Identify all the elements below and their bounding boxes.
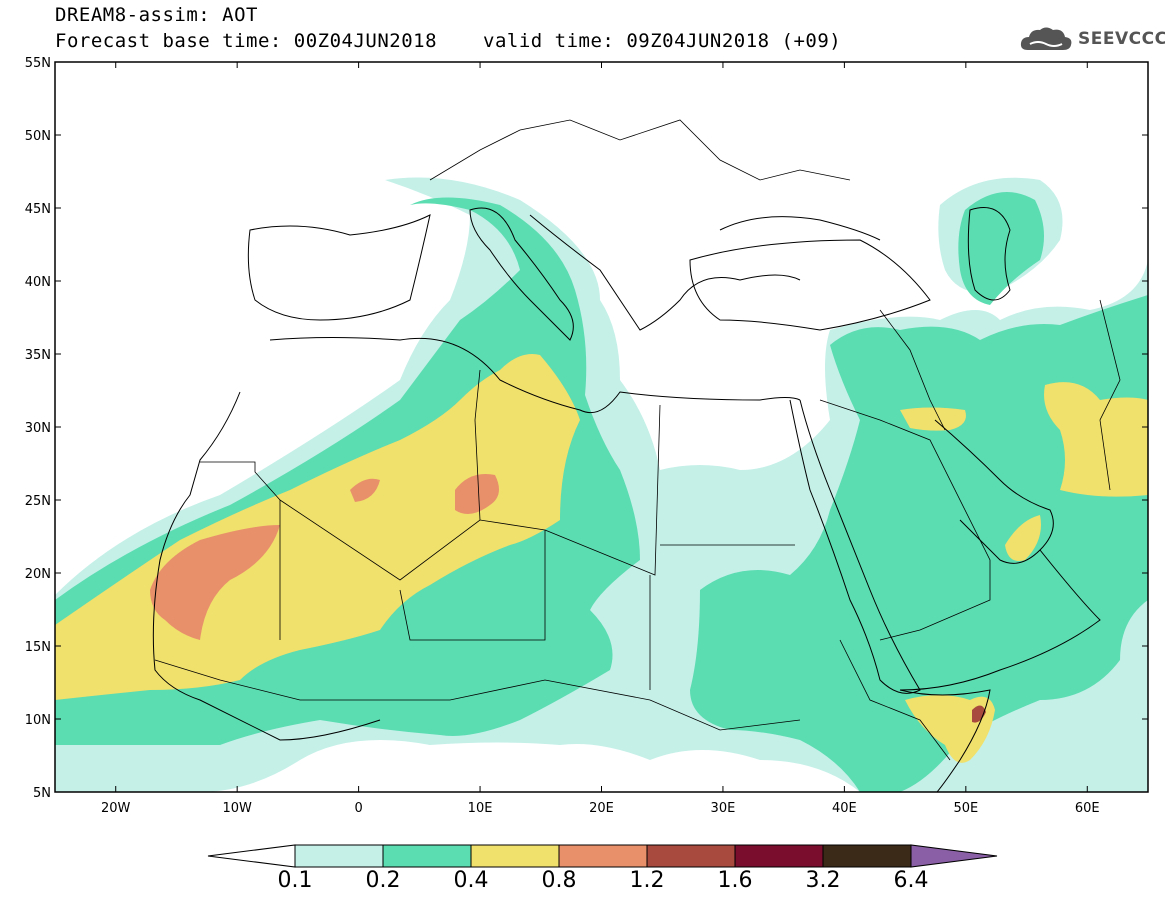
- lon-tick-label: 40E: [832, 801, 857, 816]
- coastline-iberia: [247, 214, 431, 321]
- latitude-axis: 55N 50N 45N 40N 35N 30N 25N 20N 15N 10N 5N: [25, 56, 1148, 801]
- coastlines: [152, 207, 1101, 792]
- colorbar-label: 3.2: [805, 868, 841, 893]
- colorbar-under-arrow: [207, 844, 296, 868]
- coastline-med-south: [269, 337, 801, 414]
- lat-tick-label: 45N: [25, 202, 51, 217]
- lat-tick-label: 15N: [25, 640, 51, 655]
- border-sahel: [154, 659, 801, 731]
- border-mauritania-mali: [200, 461, 281, 640]
- border-iraq-iran: [879, 309, 946, 431]
- colorbar-label: 0.4: [453, 868, 489, 893]
- valid-time: valid time: 09Z04JUN2018 (+09): [483, 30, 842, 52]
- border-saudi: [819, 399, 991, 641]
- lat-tick-label: 50N: [25, 129, 51, 144]
- colorbar-label: 0.1: [277, 868, 313, 893]
- colorbar-swatch: [822, 844, 912, 868]
- border-algeria-libya: [474, 369, 481, 521]
- coastline-gulf: [934, 419, 1054, 564]
- lon-tick-label: 30E: [711, 801, 736, 816]
- aot-band-very-high-mali: [350, 478, 380, 502]
- coastline-red-sea: [789, 399, 921, 694]
- colorbar-label: 1.6: [717, 868, 753, 893]
- logo-text: SEEVCCC: [1078, 29, 1165, 49]
- lat-tick-label: 30N: [25, 421, 51, 436]
- cloud-icon: [1020, 27, 1072, 50]
- lat-tick-label: 10N: [25, 713, 51, 728]
- colorbar-label: 0.2: [365, 868, 401, 893]
- colorbar-swatch: [294, 844, 384, 868]
- lon-tick-label: 10W: [222, 801, 252, 816]
- colorbar: [207, 844, 998, 868]
- coastline-black-sea: [719, 216, 881, 241]
- colorbar-swatch: [646, 844, 736, 868]
- lon-tick-label: 20E: [589, 801, 614, 816]
- longitude-axis: 20W 10W 0 10E 20E 30E 40E 50E 60E: [101, 62, 1100, 816]
- chart-title: DREAM8-assim: AOT: [55, 4, 258, 26]
- lon-tick-label: 0: [354, 801, 362, 816]
- seevccc-logo: SEEVCCC: [1018, 24, 1165, 54]
- colorbar-label: 0.8: [541, 868, 577, 893]
- aot-band-medium-caspian: [958, 192, 1044, 305]
- lon-tick-label: 50E: [953, 801, 978, 816]
- aot-band-high-iraq: [900, 407, 966, 431]
- aot-band-extreme-somalia: [972, 705, 986, 723]
- border-europe: [429, 119, 851, 181]
- colorbar-swatch: [382, 844, 472, 868]
- forecast-times: Forecast base time: 00Z04JUN2018 valid ti…: [55, 30, 841, 52]
- colorbar-label: 6.4: [893, 868, 929, 893]
- aot-band-high-oman: [1005, 515, 1041, 561]
- lon-tick-label: 20W: [101, 801, 131, 816]
- coastline-italy: [469, 207, 574, 341]
- aot-field: [55, 177, 1148, 792]
- lat-tick-label: 5N: [33, 786, 51, 801]
- border-libya-egypt: [544, 404, 661, 576]
- border-ethiopia: [839, 639, 951, 761]
- aot-band-very-high-algeria: [455, 474, 499, 514]
- lat-tick-label: 25N: [25, 494, 51, 509]
- coastline-west-africa: [152, 391, 381, 741]
- aot-band-very-high-mauritania: [150, 525, 280, 640]
- border-niger-chad: [399, 530, 546, 641]
- colorbar-label: 1.2: [629, 868, 665, 893]
- lat-tick-label: 20N: [25, 567, 51, 582]
- lon-tick-label: 60E: [1075, 801, 1100, 816]
- aot-band-high-iran: [1044, 382, 1148, 497]
- lat-tick-label: 55N: [25, 56, 51, 71]
- border-iran-afghanistan: [1099, 299, 1121, 491]
- country-borders: [154, 119, 1121, 761]
- coastline-horn: [899, 689, 991, 792]
- coastline-caspian: [967, 207, 1011, 301]
- colorbar-over-arrow: [910, 844, 998, 868]
- lat-tick-label: 35N: [25, 348, 51, 363]
- base-time: Forecast base time: 00Z04JUN2018: [55, 30, 438, 52]
- colorbar-swatch: [470, 844, 560, 868]
- colorbar-swatch: [558, 844, 648, 868]
- lat-tick-label: 40N: [25, 275, 51, 290]
- coastline-arabia-south: [899, 549, 1101, 691]
- aot-band-medium-east: [690, 295, 1148, 792]
- colorbar-swatch: [734, 844, 824, 868]
- coastline-balkans-greece: [529, 214, 801, 331]
- coastline-turkey: [689, 239, 931, 331]
- lon-tick-label: 10E: [468, 801, 493, 816]
- border-algeria-mali: [279, 499, 546, 581]
